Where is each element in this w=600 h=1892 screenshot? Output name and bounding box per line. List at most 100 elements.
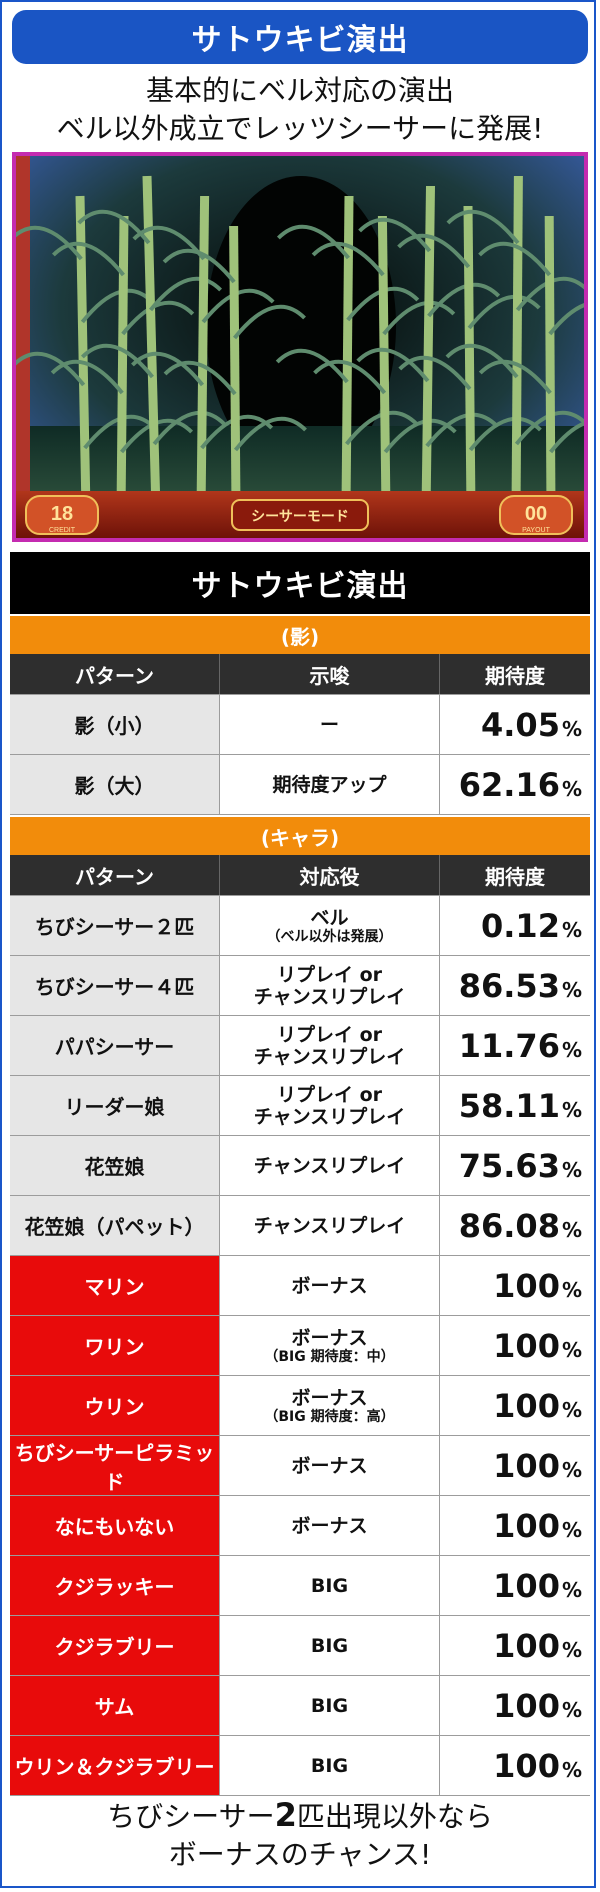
outro-pre: ちびシーサー <box>107 1800 275 1833</box>
expectation-cell: 100% <box>440 1376 590 1435</box>
hint-cell: リプレイ or チャンスリプレイ <box>220 1016 440 1075</box>
table-row: クジラッキー BIG 100% <box>10 1556 590 1616</box>
outro-post: 匹出現以外なら <box>296 1800 493 1833</box>
table-row: パパシーサー リプレイ or チャンスリプレイ 11.76% <box>10 1016 590 1076</box>
hint-sub: （ベル以外は発展） <box>266 928 393 945</box>
mode-plate <box>231 499 369 531</box>
hint-main: BIG <box>310 1694 349 1717</box>
expectation-value: 100 <box>493 1386 560 1425</box>
hint-sub: チャンスリプレイ <box>253 1045 406 1068</box>
expectation-value: 86.08 <box>458 1206 560 1245</box>
pattern-cell: なにもいない <box>10 1496 220 1555</box>
mode-label: シーサーモード <box>251 509 349 525</box>
page-title: サトウキビ演出 <box>12 10 588 64</box>
expectation-value: 100 <box>493 1626 560 1665</box>
hint-cell: ボーナス <box>220 1496 440 1555</box>
expectation-cell: 100% <box>440 1316 590 1375</box>
percent-sign: % <box>561 1577 582 1602</box>
expectation-cell: 86.53% <box>440 956 590 1015</box>
credit-label: CREDIT <box>49 527 76 534</box>
percent-sign: % <box>561 716 582 741</box>
table-row: クジラブリー BIG 100% <box>10 1616 590 1676</box>
hint-cell: ー <box>220 695 440 754</box>
pattern-cell: 影（小） <box>10 695 220 754</box>
column-header-role: 対応役 <box>220 855 440 895</box>
percent-sign: % <box>561 1637 582 1662</box>
hint-cell: チャンスリプレイ <box>220 1196 440 1255</box>
outro-line-2: ボーナスのチャンス! <box>168 1838 432 1871</box>
sugarcane-leaf <box>152 410 226 446</box>
table-row: 影（大） 期待度アップ 62.16% <box>10 755 590 815</box>
sugarcane-leaf <box>478 359 552 395</box>
expectation-cell: 86.08% <box>440 1196 590 1255</box>
pattern-cell: 影（大） <box>10 755 220 814</box>
table-row: ウリン＆クジラブリー BIG 100% <box>10 1736 590 1796</box>
hint-main: リプレイ or <box>276 1023 383 1046</box>
pattern-cell: 花笠娘（パペット） <box>10 1196 220 1255</box>
sugarcane-stalks <box>16 175 584 512</box>
hint-main: リプレイ or <box>276 963 383 986</box>
sugarcane-leaf <box>398 355 472 391</box>
column-header-hint: 示唆 <box>220 654 440 694</box>
column-header-expectation: 期待度 <box>485 864 545 889</box>
hint-cell: リプレイ or チャンスリプレイ <box>220 956 440 1015</box>
percent-sign: % <box>561 1757 582 1782</box>
intro-text: 基本的にベル対応の演出 ベル以外成立でレッツシーサーに発展! <box>0 72 600 148</box>
column-header-pattern: パターン <box>10 654 220 694</box>
column-header-pattern: パターン <box>10 855 220 895</box>
expectation-cell: 62.16% <box>440 755 590 814</box>
expectation-value: 11.76 <box>458 1026 560 1065</box>
sugarcane-leaf <box>201 288 275 324</box>
outro-text: ちびシーサー2匹出現以外なら ボーナスのチャンス! <box>0 1796 600 1874</box>
hint-main: ボーナス <box>291 1454 368 1477</box>
hint-cell: ベル （ベル以外は発展） <box>220 896 440 955</box>
sugarcane-leaf <box>121 300 195 336</box>
sugarcane-leaf <box>313 359 387 395</box>
expectation-value: 100 <box>493 1686 560 1725</box>
pattern-cell: クジラブリー <box>10 1616 220 1675</box>
sugarcane-stalk <box>421 185 435 512</box>
sugarcane-leaf <box>276 224 350 260</box>
expectation-cell: 11.76% <box>440 1016 590 1075</box>
sugarcane-leaf <box>80 343 154 379</box>
expectation-value: 58.11 <box>458 1086 560 1125</box>
outro-line-1: ちびシーサー2匹出現以外なら <box>0 1796 600 1836</box>
hint-sub: （BIG 期待度：高） <box>264 1408 395 1425</box>
hint-main: チャンスリプレイ <box>253 1214 406 1237</box>
payout-value: 00 <box>525 503 547 525</box>
sugarcane-stalk <box>544 215 556 512</box>
percent-sign: % <box>561 1277 582 1302</box>
sugarcane-leaf <box>149 276 223 312</box>
sugarcane-leaf <box>16 351 86 387</box>
hint-sub: （BIG 期待度：中） <box>264 1348 395 1365</box>
table-row: サム BIG 100% <box>10 1676 590 1736</box>
expectation-cell: 100% <box>440 1496 590 1555</box>
hint-main: ボーナス <box>291 1274 368 1297</box>
outro-number: 2 <box>274 1796 297 1834</box>
sugarcane-leaf <box>478 241 552 277</box>
expectation-value: 4.05 <box>481 705 560 744</box>
hint-main: BIG <box>310 1574 349 1597</box>
game-screenshot: 18 CREDIT シーサーモード 00 PAYOUT <box>12 152 588 542</box>
sugarcane-stalk <box>75 195 91 512</box>
percent-sign: % <box>561 1097 582 1122</box>
hint-main: ー <box>319 713 339 736</box>
expectation-value: 75.63 <box>458 1146 560 1185</box>
sugarcane-leaf <box>162 248 236 284</box>
sugarcane-leaf <box>131 351 205 387</box>
section-header-shadow: (影) <box>10 614 590 654</box>
column-header-row: パターン 示唆 期待度 <box>10 654 590 695</box>
expectation-cell: 100% <box>440 1676 590 1735</box>
pattern-cell: ウリン <box>10 1376 220 1435</box>
credit-panel <box>25 495 99 535</box>
table-row: ちびシーサーピラミッド ボーナス 100% <box>10 1436 590 1496</box>
pattern-cell: クジラッキー <box>10 1556 220 1615</box>
pattern-cell: ワリン <box>10 1316 220 1375</box>
pattern-cell: マリン <box>10 1256 220 1315</box>
hint-cell: チャンスリプレイ <box>220 1136 440 1195</box>
sugarcane-table: サトウキビ演出 (影) パターン 示唆 期待度 影（小） ー 4.05% 影（大） 期待… <box>10 552 590 1796</box>
hint-cell: リプレイ or チャンスリプレイ <box>220 1076 440 1135</box>
sugarcane-stalk <box>196 195 210 512</box>
sugarcane-leaf <box>425 412 499 448</box>
